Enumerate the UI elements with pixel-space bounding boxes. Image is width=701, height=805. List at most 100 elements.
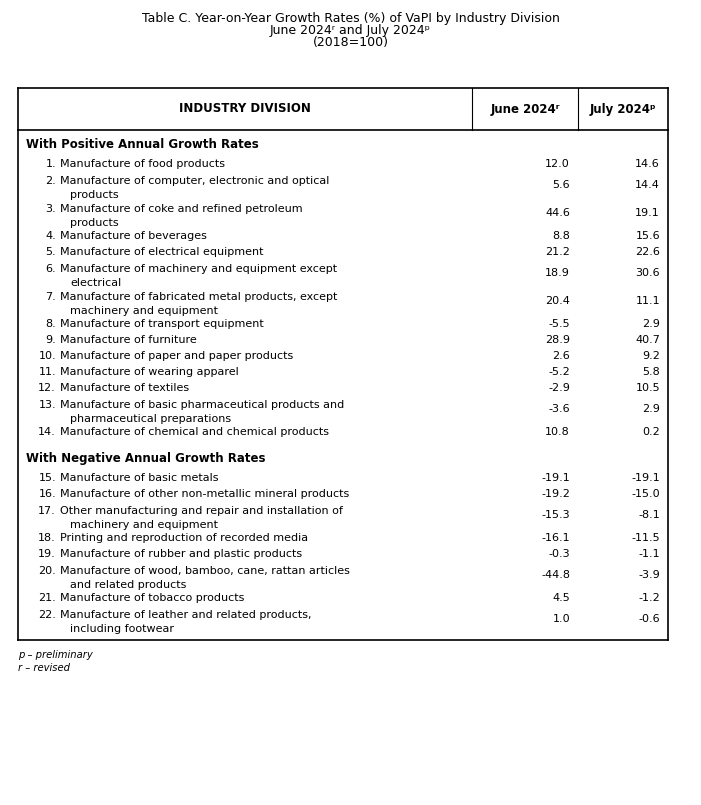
Text: including footwear: including footwear (70, 624, 174, 634)
Text: -15.0: -15.0 (632, 489, 660, 499)
Text: 19.: 19. (39, 549, 56, 559)
Text: -1.1: -1.1 (639, 549, 660, 559)
Text: machinery and equipment: machinery and equipment (70, 520, 218, 530)
Text: Manufacture of coke and refined petroleum: Manufacture of coke and refined petroleu… (60, 204, 303, 214)
Text: 40.7: 40.7 (635, 335, 660, 345)
Text: Manufacture of tobacco products: Manufacture of tobacco products (60, 593, 245, 603)
Text: June 2024ʳ and July 2024ᵖ: June 2024ʳ and July 2024ᵖ (270, 24, 431, 37)
Text: Manufacture of chemical and chemical products: Manufacture of chemical and chemical pro… (60, 427, 329, 437)
Text: 8.8: 8.8 (552, 231, 570, 241)
Text: 4.5: 4.5 (552, 593, 570, 603)
Text: 3.: 3. (46, 204, 56, 214)
Text: Other manufacturing and repair and installation of: Other manufacturing and repair and insta… (60, 506, 343, 516)
Text: -0.3: -0.3 (548, 549, 570, 559)
Text: Manufacture of wood, bamboo, cane, rattan articles: Manufacture of wood, bamboo, cane, ratta… (60, 566, 350, 576)
Text: -19.2: -19.2 (541, 489, 570, 499)
Text: 30.6: 30.6 (635, 268, 660, 278)
Text: 5.: 5. (46, 247, 56, 257)
Text: 0.2: 0.2 (642, 427, 660, 437)
Text: 2.9: 2.9 (642, 404, 660, 414)
Text: Manufacture of textiles: Manufacture of textiles (60, 383, 189, 393)
Text: -19.1: -19.1 (631, 473, 660, 483)
Text: Manufacture of machinery and equipment except: Manufacture of machinery and equipment e… (60, 264, 337, 274)
Text: -19.1: -19.1 (541, 473, 570, 483)
Text: Manufacture of computer, electronic and optical: Manufacture of computer, electronic and … (60, 176, 329, 186)
Text: -16.1: -16.1 (541, 533, 570, 543)
Text: 14.: 14. (39, 427, 56, 437)
Text: 15.6: 15.6 (635, 231, 660, 241)
Text: With Positive Annual Growth Rates: With Positive Annual Growth Rates (26, 138, 259, 151)
Text: 14.4: 14.4 (635, 180, 660, 190)
Text: products: products (70, 190, 118, 200)
Text: electrical: electrical (70, 278, 121, 288)
Text: -5.2: -5.2 (548, 367, 570, 377)
Text: 1.: 1. (46, 159, 56, 169)
Text: 12.0: 12.0 (545, 159, 570, 169)
Text: p – preliminary: p – preliminary (18, 650, 93, 660)
Text: 20.: 20. (39, 566, 56, 576)
Text: 10.5: 10.5 (635, 383, 660, 393)
Text: and related products: and related products (70, 580, 186, 590)
Text: machinery and equipment: machinery and equipment (70, 306, 218, 316)
Text: With Negative Annual Growth Rates: With Negative Annual Growth Rates (26, 452, 266, 465)
Text: 22.6: 22.6 (635, 247, 660, 257)
Text: 4.: 4. (46, 231, 56, 241)
Text: Manufacture of other non-metallic mineral products: Manufacture of other non-metallic minera… (60, 489, 349, 499)
Text: 18.9: 18.9 (545, 268, 570, 278)
Text: Manufacture of basic metals: Manufacture of basic metals (60, 473, 219, 483)
Text: 7.: 7. (46, 292, 56, 302)
Text: (2018=100): (2018=100) (313, 36, 388, 49)
Text: July 2024ᵖ: July 2024ᵖ (590, 102, 656, 115)
Text: 1.0: 1.0 (552, 614, 570, 624)
Text: Manufacture of paper and paper products: Manufacture of paper and paper products (60, 351, 293, 361)
Text: June 2024ʳ: June 2024ʳ (490, 102, 560, 115)
Text: Manufacture of food products: Manufacture of food products (60, 159, 225, 169)
Text: 15.: 15. (39, 473, 56, 483)
Text: 10.: 10. (39, 351, 56, 361)
Text: -11.5: -11.5 (632, 533, 660, 543)
Text: 11.: 11. (39, 367, 56, 377)
Text: 17.: 17. (39, 506, 56, 516)
Text: -15.3: -15.3 (541, 510, 570, 520)
Text: Manufacture of leather and related products,: Manufacture of leather and related produ… (60, 610, 311, 620)
Text: -44.8: -44.8 (541, 570, 570, 580)
Text: -0.6: -0.6 (639, 614, 660, 624)
Text: -3.9: -3.9 (638, 570, 660, 580)
Text: Manufacture of wearing apparel: Manufacture of wearing apparel (60, 367, 239, 377)
Text: 9.: 9. (46, 335, 56, 345)
Text: 6.: 6. (46, 264, 56, 274)
Text: Manufacture of rubber and plastic products: Manufacture of rubber and plastic produc… (60, 549, 302, 559)
Text: Table C. Year-on-Year Growth Rates (%) of VaPI by Industry Division: Table C. Year-on-Year Growth Rates (%) o… (142, 12, 559, 25)
Text: Manufacture of furniture: Manufacture of furniture (60, 335, 197, 345)
Text: 13.: 13. (39, 400, 56, 410)
Text: pharmaceutical preparations: pharmaceutical preparations (70, 414, 231, 424)
Text: 12.: 12. (39, 383, 56, 393)
Text: 18.: 18. (39, 533, 56, 543)
Text: -5.5: -5.5 (548, 319, 570, 329)
Text: 5.6: 5.6 (552, 180, 570, 190)
Text: -2.9: -2.9 (548, 383, 570, 393)
Text: 2.: 2. (46, 176, 56, 186)
Text: 44.6: 44.6 (545, 208, 570, 218)
Text: 11.1: 11.1 (635, 296, 660, 306)
Text: 9.2: 9.2 (642, 351, 660, 361)
Text: 2.6: 2.6 (552, 351, 570, 361)
Text: Manufacture of transport equipment: Manufacture of transport equipment (60, 319, 264, 329)
Text: 22.: 22. (38, 610, 56, 620)
Text: 2.9: 2.9 (642, 319, 660, 329)
Text: 8.: 8. (46, 319, 56, 329)
Text: 16.: 16. (39, 489, 56, 499)
Text: Printing and reproduction of recorded media: Printing and reproduction of recorded me… (60, 533, 308, 543)
Text: 21.2: 21.2 (545, 247, 570, 257)
Text: 5.8: 5.8 (642, 367, 660, 377)
Text: -1.2: -1.2 (638, 593, 660, 603)
Text: 21.: 21. (39, 593, 56, 603)
Text: 28.9: 28.9 (545, 335, 570, 345)
Text: 20.4: 20.4 (545, 296, 570, 306)
Text: r – revised: r – revised (18, 663, 70, 673)
Text: Manufacture of basic pharmaceutical products and: Manufacture of basic pharmaceutical prod… (60, 400, 344, 410)
Text: Manufacture of electrical equipment: Manufacture of electrical equipment (60, 247, 264, 257)
Text: Manufacture of fabricated metal products, except: Manufacture of fabricated metal products… (60, 292, 337, 302)
Text: 14.6: 14.6 (635, 159, 660, 169)
Text: -8.1: -8.1 (638, 510, 660, 520)
